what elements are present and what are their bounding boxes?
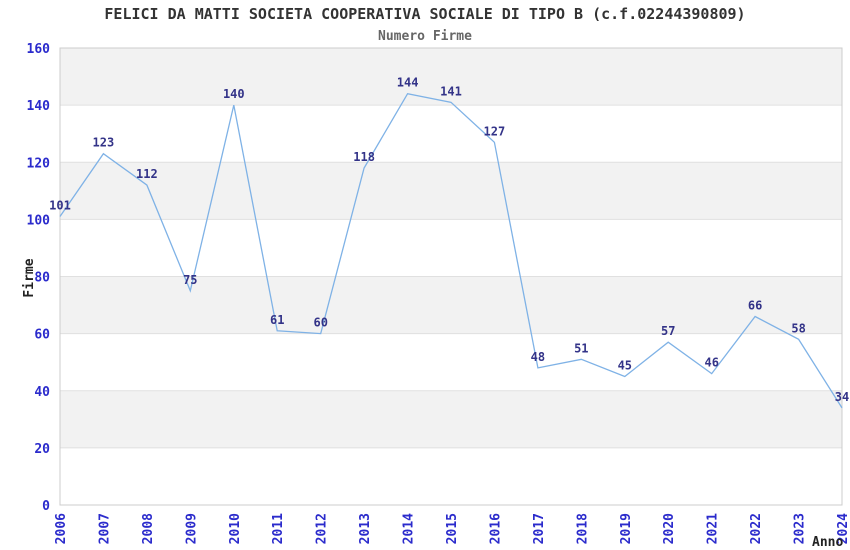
plot-border <box>59 47 843 506</box>
y-tick-label: 40 <box>34 385 50 400</box>
data-series-line <box>59 92 843 409</box>
data-point-label: 60 <box>313 316 327 330</box>
data-point-label: 34 <box>835 390 849 404</box>
grid-band <box>60 48 842 106</box>
x-tick-label: 2006 <box>54 513 69 544</box>
grid-band <box>60 390 842 448</box>
x-tick-label: 2011 <box>271 513 286 544</box>
data-point-label: 45 <box>618 359 632 373</box>
x-tick-label: 2020 <box>662 513 677 544</box>
data-point-label: 101 <box>49 199 71 213</box>
y-tick-label: 80 <box>34 271 50 286</box>
grid-band <box>60 276 842 334</box>
data-point-label: 66 <box>748 299 762 313</box>
x-tick-label: 2017 <box>532 513 547 544</box>
y-tick-label: 0 <box>42 499 50 514</box>
data-point-label: 112 <box>136 167 158 181</box>
data-point-label: 58 <box>791 321 805 335</box>
x-tick-label: 2024 <box>836 513 850 544</box>
x-tick-label: 2009 <box>184 513 199 544</box>
data-point-label: 48 <box>531 350 545 364</box>
x-tick-label: 2021 <box>706 513 721 544</box>
data-point-label: 57 <box>661 324 675 338</box>
x-tick-label: 2019 <box>619 513 634 544</box>
x-tick-label: 2013 <box>358 513 373 544</box>
x-tick-label: 2014 <box>402 513 417 544</box>
y-tick-label: 140 <box>27 99 51 114</box>
x-tick-label: 2012 <box>315 513 330 544</box>
data-point-label: 46 <box>704 356 718 370</box>
grid-band <box>60 162 842 220</box>
data-point-label: 118 <box>353 150 375 164</box>
x-tick-label: 2007 <box>97 513 112 544</box>
y-tick-label: 100 <box>27 213 51 228</box>
y-axis-title: Firme <box>22 258 37 297</box>
plot-area: 0 20 40 60 80 100 120 140 160 2006 2007 2008 2009 201… <box>27 42 850 544</box>
x-tick-label: 2016 <box>488 513 503 544</box>
data-point-label: 61 <box>270 313 284 327</box>
data-point-label: 75 <box>183 273 197 287</box>
data-point-label: 144 <box>397 76 419 90</box>
x-tick-label: 2015 <box>445 513 460 544</box>
y-tick-label: 120 <box>27 156 51 171</box>
chart-title: FELICI DA MATTI SOCIETA COOPERATIVA SOCI… <box>104 5 745 23</box>
x-tick-label: 2018 <box>575 513 590 544</box>
data-point-label: 140 <box>223 87 245 101</box>
x-tick-label: 2023 <box>793 513 808 544</box>
x-tick-label: 2010 <box>228 513 243 544</box>
y-tick-label: 20 <box>34 442 50 457</box>
data-point-label: 51 <box>574 341 588 355</box>
x-tick-label: 2022 <box>749 513 764 544</box>
data-point-label: 127 <box>484 124 506 138</box>
data-point-label: 123 <box>93 136 115 150</box>
chart-subtitle: Numero Firme <box>378 29 472 44</box>
y-tick-label: 160 <box>27 42 51 57</box>
x-axis-title: Anno <box>812 535 843 550</box>
y-tick-label: 60 <box>34 328 50 343</box>
x-tick-label: 2008 <box>141 513 156 544</box>
data-point-label: 141 <box>440 84 462 98</box>
